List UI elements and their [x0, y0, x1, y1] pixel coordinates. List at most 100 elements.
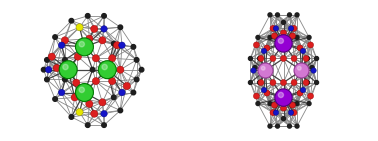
Circle shape	[63, 58, 67, 62]
Circle shape	[59, 61, 77, 79]
Circle shape	[268, 35, 272, 39]
Circle shape	[268, 102, 272, 106]
Circle shape	[276, 124, 279, 128]
Circle shape	[291, 25, 297, 31]
Circle shape	[79, 41, 84, 47]
Circle shape	[251, 68, 256, 73]
Circle shape	[258, 80, 264, 86]
Circle shape	[134, 77, 139, 82]
Circle shape	[53, 97, 57, 101]
Circle shape	[258, 55, 264, 61]
Circle shape	[112, 95, 116, 100]
Circle shape	[131, 45, 136, 49]
Circle shape	[102, 123, 106, 127]
Circle shape	[264, 45, 270, 51]
Circle shape	[297, 66, 301, 70]
Circle shape	[264, 90, 270, 96]
Circle shape	[108, 55, 116, 62]
Circle shape	[53, 35, 57, 39]
Circle shape	[86, 35, 93, 42]
Circle shape	[273, 26, 279, 31]
Circle shape	[131, 90, 136, 95]
Circle shape	[45, 66, 52, 73]
Circle shape	[301, 48, 306, 54]
Circle shape	[253, 93, 259, 99]
Circle shape	[295, 13, 299, 17]
Circle shape	[79, 87, 84, 92]
Circle shape	[119, 89, 125, 96]
Circle shape	[270, 55, 276, 61]
Circle shape	[134, 58, 139, 62]
Circle shape	[248, 81, 253, 84]
Circle shape	[305, 57, 310, 60]
Circle shape	[288, 13, 291, 17]
Circle shape	[119, 42, 125, 49]
Circle shape	[118, 25, 122, 30]
Circle shape	[76, 84, 93, 102]
Circle shape	[291, 80, 297, 86]
Circle shape	[92, 78, 99, 85]
Circle shape	[85, 123, 90, 127]
Circle shape	[99, 37, 106, 44]
Circle shape	[76, 24, 83, 31]
Circle shape	[69, 18, 74, 23]
Circle shape	[101, 110, 107, 117]
Circle shape	[102, 64, 107, 70]
Circle shape	[257, 81, 262, 84]
Circle shape	[288, 124, 291, 128]
Circle shape	[61, 37, 68, 44]
Circle shape	[280, 30, 287, 36]
Circle shape	[303, 80, 309, 86]
Circle shape	[278, 38, 284, 43]
Circle shape	[92, 55, 99, 62]
Circle shape	[301, 87, 306, 93]
Circle shape	[303, 55, 309, 61]
Circle shape	[295, 102, 299, 106]
Circle shape	[278, 92, 284, 98]
Circle shape	[261, 87, 266, 93]
Circle shape	[69, 115, 74, 119]
Circle shape	[261, 66, 265, 70]
Circle shape	[307, 102, 311, 106]
Circle shape	[275, 35, 292, 52]
Circle shape	[291, 55, 297, 61]
Circle shape	[314, 57, 319, 60]
Circle shape	[270, 110, 276, 116]
Circle shape	[258, 63, 273, 78]
Circle shape	[308, 42, 314, 48]
Circle shape	[268, 13, 272, 17]
Circle shape	[58, 42, 65, 49]
Circle shape	[45, 58, 49, 62]
Circle shape	[58, 89, 65, 96]
Circle shape	[85, 14, 90, 18]
Circle shape	[91, 25, 98, 33]
Circle shape	[73, 79, 80, 86]
Circle shape	[71, 94, 78, 101]
Circle shape	[310, 66, 314, 70]
Circle shape	[311, 68, 316, 73]
Circle shape	[108, 78, 116, 85]
Circle shape	[268, 124, 272, 128]
Circle shape	[295, 35, 299, 39]
Circle shape	[76, 108, 83, 116]
Circle shape	[290, 102, 296, 108]
Circle shape	[280, 105, 287, 111]
Circle shape	[139, 67, 144, 72]
Circle shape	[271, 33, 277, 39]
Circle shape	[308, 93, 314, 99]
Circle shape	[98, 61, 116, 79]
Circle shape	[117, 66, 124, 73]
Circle shape	[253, 66, 257, 70]
Circle shape	[297, 90, 303, 96]
Circle shape	[112, 41, 116, 46]
Circle shape	[48, 53, 56, 60]
Circle shape	[282, 117, 285, 121]
Circle shape	[288, 26, 294, 31]
Circle shape	[53, 64, 60, 72]
Circle shape	[102, 14, 106, 18]
Circle shape	[63, 77, 67, 82]
Circle shape	[91, 110, 98, 117]
Circle shape	[42, 67, 46, 72]
Circle shape	[101, 26, 107, 32]
Circle shape	[288, 110, 294, 115]
